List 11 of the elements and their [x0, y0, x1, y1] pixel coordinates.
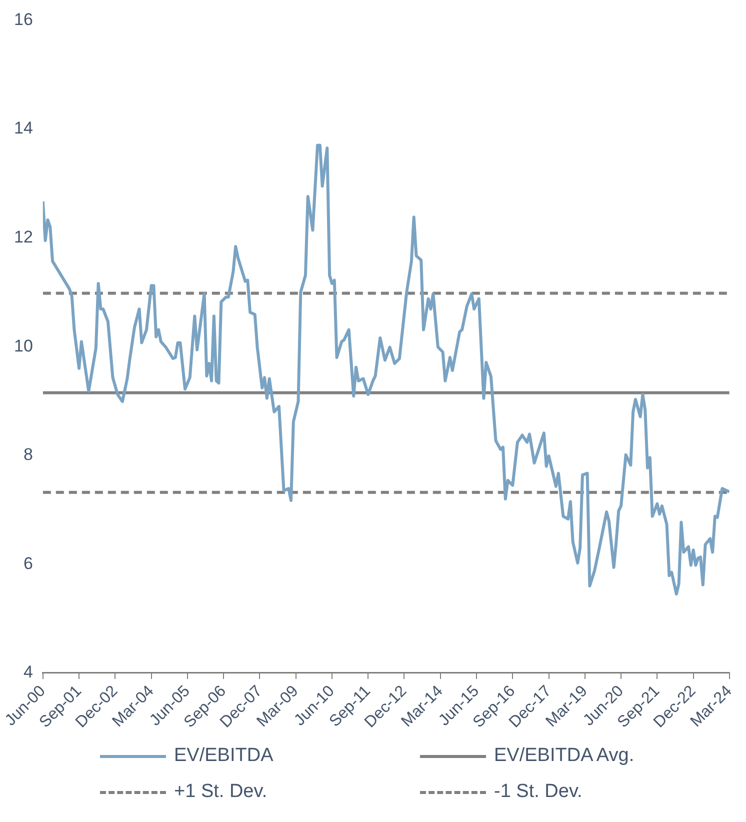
legend-label: +1 St. Dev. — [174, 781, 268, 803]
y-tick-label: 10 — [14, 336, 33, 356]
legend-label: EV/EBITDA — [174, 745, 274, 767]
y-tick-label: 14 — [14, 118, 33, 138]
y-tick-label: 16 — [14, 10, 33, 29]
y-tick-label: 4 — [23, 662, 33, 682]
legend-label: -1 St. Dev. — [494, 781, 582, 803]
y-tick-label: 6 — [23, 554, 33, 573]
y-tick-label: 12 — [14, 227, 33, 246]
legend-label: EV/EBITDA Avg. — [494, 745, 634, 767]
y-tick-label: 8 — [23, 445, 33, 464]
